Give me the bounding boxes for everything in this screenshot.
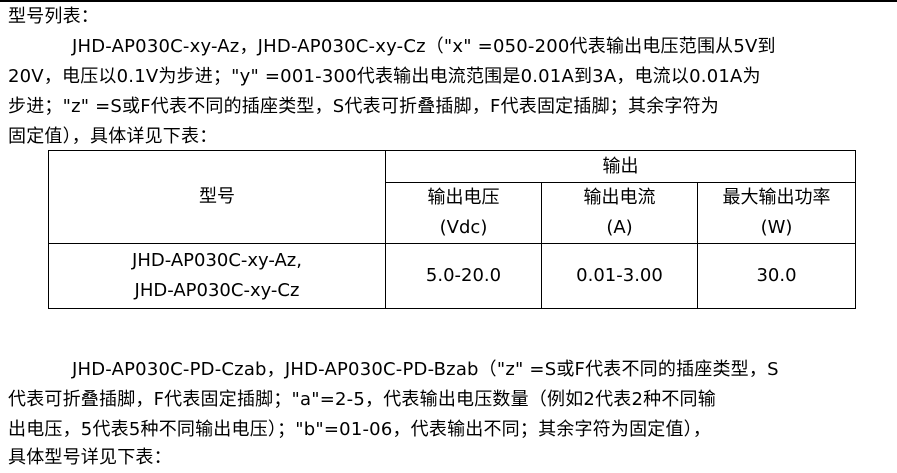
- voltage-header: 输出电压 (Vdc): [385, 182, 542, 244]
- para1-line: JHD-AP030C-xy-Az，JHD-AP030C-xy-Cz（"x" =0…: [72, 36, 776, 57]
- heading: 型号列表：: [8, 6, 99, 27]
- table-row: JHD-AP030C-xy-Az, JHD-AP030C-xy-Cz 5.0-20…: [48, 243, 856, 309]
- para1-line: 20V，电压以0.1V为步进；"y" =001-300代表输出电流范围是0.01…: [8, 66, 761, 87]
- para2-line: 出电压，5代表5种不同输出电压）；"b"=01-06，代表输出不同；其余字符为固…: [8, 419, 712, 440]
- top-border: [0, 0, 897, 2]
- para2-line: 代表可折叠插脚，F代表固定插脚；"a"=2-5，代表输出电压数量（例如2代表2种…: [8, 389, 716, 410]
- para1-line: 固定值），具体详见下表：: [8, 126, 218, 147]
- power-header: 最大输出功率 (W): [697, 182, 856, 244]
- current-cell: 0.01-3.00: [541, 243, 698, 309]
- power-cell: 30.0: [697, 243, 856, 309]
- model-cell: JHD-AP030C-xy-Az, JHD-AP030C-xy-Cz: [48, 243, 386, 309]
- model-header: 型号: [48, 150, 386, 244]
- voltage-cell: 5.0-20.0: [385, 243, 542, 309]
- model-table: 型号 输出 输出电压 (Vdc) 输出电流 (A) 最大输出功率 (W) JHD-AP…: [48, 150, 856, 309]
- current-header: 输出电流 (A): [541, 182, 698, 244]
- output-header: 输出: [385, 150, 856, 183]
- para1-line: 步进；"z" =S或F代表不同的插座类型，S代表可折叠插脚，F代表固定插脚；其余…: [8, 96, 719, 117]
- para2-line: 具体型号详见下表：: [8, 447, 172, 468]
- para2-line: JHD-AP030C-PD-Czab，JHD-AP030C-PD-Bzab（"z…: [72, 359, 779, 380]
